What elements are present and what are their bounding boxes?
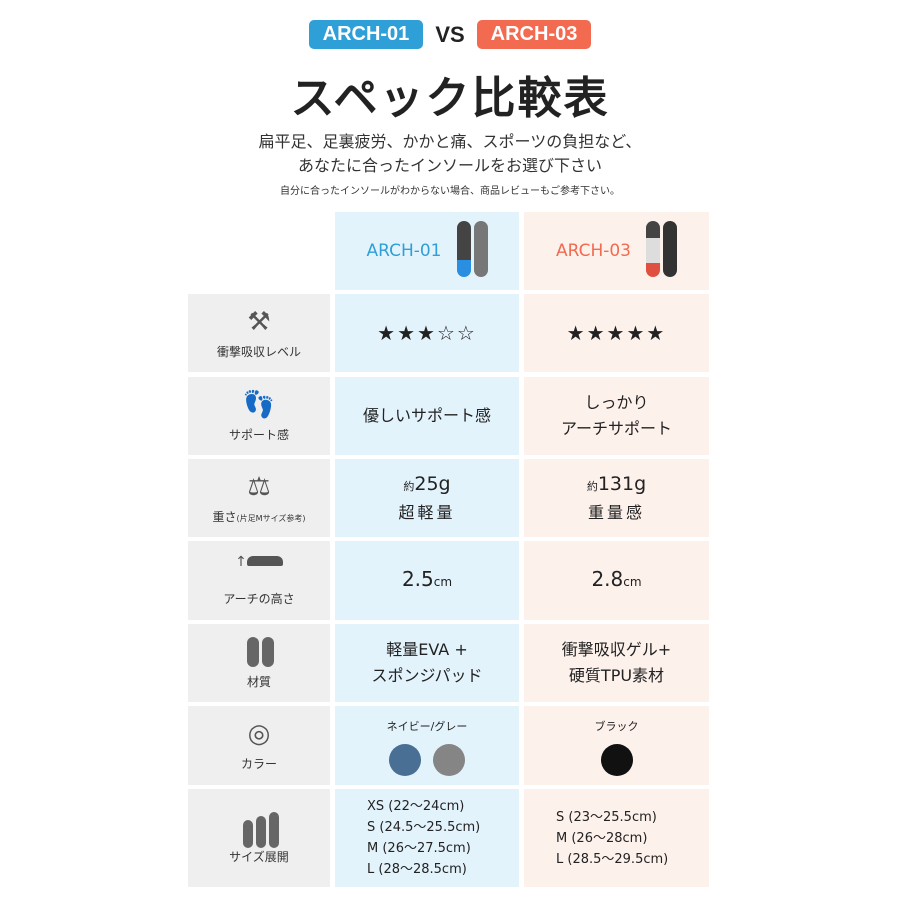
- size-item: L (28〜28.5cm): [367, 862, 467, 877]
- label-text: 材質: [246, 674, 271, 689]
- color-name: ブラック: [594, 720, 639, 733]
- sizes-arch-03: S (23〜25.5cm) M (26〜28cm) L (28.5〜29.5cm): [524, 789, 709, 887]
- value-text: 約131g: [586, 472, 647, 495]
- insole-icon: [244, 636, 274, 667]
- weight-arch-03: 約131g 重量感: [524, 459, 709, 537]
- scale-icon: ⚖: [247, 471, 271, 502]
- value-text: 軽量EVA +: [386, 640, 468, 659]
- badge-arch-03: ARCH-03: [476, 20, 592, 49]
- weight-arch-01: 約25g 超軽量: [335, 459, 519, 537]
- label-text: サイズ展開: [229, 849, 289, 864]
- color-swatch-navy: [389, 744, 421, 776]
- value-text: 超軽量: [398, 502, 456, 522]
- sizes-arch-01: XS (22〜24cm) S (24.5〜25.5cm) M (26〜27.5cm)…: [335, 789, 519, 887]
- hammer-icon: ⚒: [247, 306, 271, 337]
- label-text: サポート感: [228, 427, 289, 442]
- value-text: 重量感: [587, 502, 645, 522]
- page-title: スペック比較表: [290, 73, 610, 124]
- label-text: 重さ(片足Mサイズ参考): [212, 509, 306, 524]
- label-text: アーチの高さ: [223, 592, 295, 606]
- support-arch-01: 優しいサポート感: [335, 377, 519, 455]
- size-item: M (26〜28cm): [556, 830, 648, 846]
- label-text: カラー: [240, 757, 277, 771]
- sizes-icon: [240, 811, 279, 848]
- footprints-icon: 👣: [242, 389, 276, 420]
- column-header-arch-03: ARCH-03: [524, 212, 709, 290]
- color-icon: ◎: [247, 719, 271, 749]
- subtitle: 扁平足、足裏疲労、かかと痛、スポーツの負担など、 あなたに合ったインソールをお選び…: [0, 130, 900, 178]
- label-text: 衝撃吸収レベル: [216, 344, 301, 359]
- star-rating: ★★★★★: [566, 321, 667, 345]
- shock-rating-arch-01: ★★★☆☆: [335, 294, 519, 372]
- star-rating: ★★★☆☆: [377, 321, 477, 345]
- row-label-color: ◎ カラー: [188, 706, 330, 785]
- column-name: ARCH-01: [366, 241, 442, 261]
- size-item: L (28.5〜29.5cm): [556, 851, 669, 867]
- row-label-support: 👣 サポート感: [188, 377, 330, 455]
- material-arch-03: 衝撃吸収ゲル+ 硬質TPU素材: [524, 624, 709, 702]
- insole-image: [454, 220, 488, 282]
- value-text: アーチサポート: [560, 419, 673, 438]
- color-swatch-black: [600, 744, 633, 776]
- note: 自分に合ったインソールがわからない場合、商品レビューもご参考下さい。: [280, 186, 620, 197]
- row-label-arch-height: ↑ アーチの高さ: [188, 541, 330, 620]
- material-arch-01: 軽量EVA + スポンジパッド: [335, 624, 519, 702]
- support-arch-03: しっかりアーチサポート: [524, 377, 709, 455]
- size-item: XS (22〜24cm): [367, 799, 465, 814]
- color-swatch-gray: [433, 744, 465, 776]
- badge-arch-01: ARCH-01: [308, 20, 424, 49]
- value-text: スポンジパッド: [371, 666, 483, 685]
- color-arch-03: ブラック: [524, 706, 709, 785]
- column-name: ARCH-03: [555, 241, 631, 261]
- row-label-sizes: サイズ展開: [188, 789, 330, 887]
- insole-image: [643, 220, 677, 282]
- color-arch-01: ネイビー/グレー: [335, 706, 519, 785]
- versus-header: ARCH-01 VS ARCH-03: [0, 20, 900, 49]
- subtitle-line: 扁平足、足裏疲労、かかと痛、スポーツの負担など、: [258, 132, 642, 151]
- value-text: 2.8cm: [591, 567, 642, 591]
- vs-label: VS: [435, 21, 465, 47]
- value-text: 衝撃吸収ゲル+: [561, 640, 672, 659]
- arch-icon: ↑: [235, 554, 283, 584]
- color-name: ネイビー/グレー: [386, 720, 468, 733]
- size-item: S (24.5〜25.5cm): [367, 820, 481, 835]
- value-text: 2.5cm: [401, 567, 453, 591]
- size-item: S (23〜25.5cm): [556, 809, 657, 825]
- value-text: 約25g: [403, 472, 451, 495]
- column-header-arch-01: ARCH-01: [335, 212, 519, 290]
- row-label-shock: ⚒ 衝撃吸収レベル: [188, 294, 330, 372]
- value-text: しっかり: [584, 393, 649, 412]
- value-text: 硬質TPU素材: [568, 666, 665, 685]
- arch-height-arch-01: 2.5cm: [335, 541, 519, 620]
- arch-height-arch-03: 2.8cm: [524, 541, 709, 620]
- row-label-material: 材質: [188, 624, 330, 702]
- shock-rating-arch-03: ★★★★★: [524, 294, 709, 372]
- value-text: 優しいサポート感: [362, 406, 491, 425]
- size-item: M (26〜27.5cm): [367, 841, 471, 856]
- subtitle-line: あなたに合ったインソールをお選び下さい: [297, 156, 602, 175]
- row-label-weight: ⚖ 重さ(片足Mサイズ参考): [188, 459, 330, 537]
